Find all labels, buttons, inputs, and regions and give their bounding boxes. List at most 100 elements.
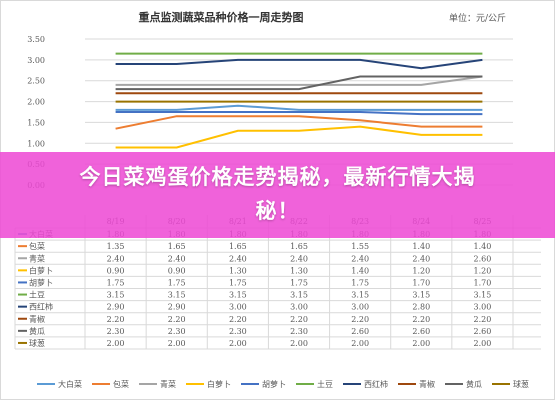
table-series-name: 青椒: [29, 314, 45, 324]
data-label: 2.00: [412, 339, 430, 348]
series-line-2: [115, 115, 483, 130]
chart-title: 重点监测蔬菜品种价格一周走势图: [139, 10, 304, 24]
data-label: 3.15: [168, 291, 186, 300]
data-label: 2.00: [168, 339, 186, 348]
y-tick-label: 2.50: [27, 77, 45, 86]
data-label: 1.75: [290, 279, 308, 288]
data-label: 1.40: [351, 266, 369, 275]
legend-label: 西红柿: [364, 379, 388, 389]
series-line-7: [115, 58, 483, 70]
headline-text: 今日菜鸡蛋价格走势揭秘，最新行情大揭秘！: [79, 165, 476, 223]
legend-label: 土豆: [317, 379, 333, 389]
data-label: 2.00: [351, 339, 369, 348]
data-label: 2.20: [351, 315, 369, 324]
legend-label: 包菜: [113, 379, 129, 389]
y-tick-label: 3.00: [27, 56, 45, 65]
data-label: 3.15: [107, 291, 125, 300]
data-label: 2.30: [229, 327, 247, 336]
data-label: 2.20: [290, 315, 308, 324]
data-label: 3.15: [474, 291, 492, 300]
data-label: 1.75: [229, 279, 247, 288]
legend-label: 青椒: [419, 379, 435, 389]
data-label: 0.90: [168, 266, 186, 275]
data-label: 1.40: [412, 242, 430, 251]
legend-label: 黄瓜: [466, 379, 482, 389]
data-label: 2.40: [107, 254, 125, 263]
data-label: 2.90: [168, 303, 186, 312]
headline-banner: [0, 152, 555, 238]
data-label: 1.70: [412, 279, 430, 288]
data-label: 3.15: [290, 291, 308, 300]
data-label: 1.20: [474, 266, 492, 275]
table-series-name: 白萝卜: [29, 265, 53, 275]
y-tick-label: 2.00: [27, 98, 45, 107]
data-label: 2.20: [474, 315, 492, 324]
data-label: 3.15: [229, 291, 247, 300]
data-label: 2.00: [474, 339, 492, 348]
legend-label: 青菜: [160, 379, 176, 389]
data-label: 2.60: [351, 327, 369, 336]
data-label: 2.30: [107, 327, 125, 336]
chart-unit: 单位：元/公斤: [449, 12, 506, 24]
data-label: 1.70: [474, 279, 492, 288]
data-label: 3.15: [412, 291, 430, 300]
data-label: 3.00: [351, 303, 369, 312]
data-label: 0.90: [107, 266, 125, 275]
data-label: 1.65: [290, 242, 308, 251]
legend-label: 大白菜: [58, 379, 82, 389]
data-label: 2.00: [290, 339, 308, 348]
data-label: 2.60: [412, 327, 430, 336]
data-label: 3.00: [290, 303, 308, 312]
series-line-1: [115, 104, 483, 111]
data-label: 1.30: [229, 266, 247, 275]
data-label: 2.20: [107, 315, 125, 324]
data-label: 2.20: [412, 315, 430, 324]
data-label: 2.00: [107, 339, 125, 348]
table-series-name: 土豆: [29, 290, 45, 300]
data-label: 1.75: [107, 279, 125, 288]
table-series-name: 黄瓜: [29, 326, 45, 336]
data-label: 2.40: [229, 254, 247, 263]
table-series-name: 包菜: [29, 241, 45, 251]
legend-label: 白萝卜: [207, 379, 231, 389]
series-line-9: [115, 75, 483, 91]
y-tick-label: 1.00: [27, 139, 45, 148]
data-label: 2.80: [412, 303, 430, 312]
table-series-name: 胡萝卜: [29, 278, 53, 288]
table-series-name: 青菜: [29, 253, 45, 263]
data-label: 1.35: [107, 242, 125, 251]
data-label: 2.00: [229, 339, 247, 348]
data-label: 3.00: [229, 303, 247, 312]
data-label: 3.15: [351, 291, 369, 300]
y-tick-label: 3.50: [27, 35, 45, 44]
series-line-4: [115, 125, 483, 149]
table-series-name: 球葱: [29, 338, 45, 348]
legend-label: 球葱: [513, 379, 529, 389]
data-label: 2.30: [290, 327, 308, 336]
data-label: 2.20: [229, 315, 247, 324]
data-label: 1.55: [351, 242, 369, 251]
data-label: 1.20: [412, 266, 430, 275]
legend-label: 胡萝卜: [262, 379, 286, 389]
data-label: 1.30: [290, 266, 308, 275]
data-label: 2.40: [290, 254, 308, 263]
data-label: 1.40: [474, 242, 492, 251]
data-label: 2.20: [168, 315, 186, 324]
data-label: 2.40: [351, 254, 369, 263]
y-tick-label: 1.50: [27, 118, 45, 127]
data-label: 1.65: [168, 242, 186, 251]
data-label: 2.90: [107, 303, 125, 312]
data-label: 2.30: [168, 327, 186, 336]
table-series-name: 西红柿: [29, 302, 53, 312]
data-label: 2.60: [474, 327, 492, 336]
series-line-3: [115, 75, 483, 86]
data-label: 2.40: [168, 254, 186, 263]
data-label: 1.65: [229, 242, 247, 251]
data-label: 2.40: [412, 254, 430, 263]
data-label: 1.75: [168, 279, 186, 288]
series-line-5: [115, 111, 483, 116]
data-label: 1.75: [351, 279, 369, 288]
data-label: 3.00: [474, 303, 492, 312]
data-label: 2.60: [474, 254, 492, 263]
